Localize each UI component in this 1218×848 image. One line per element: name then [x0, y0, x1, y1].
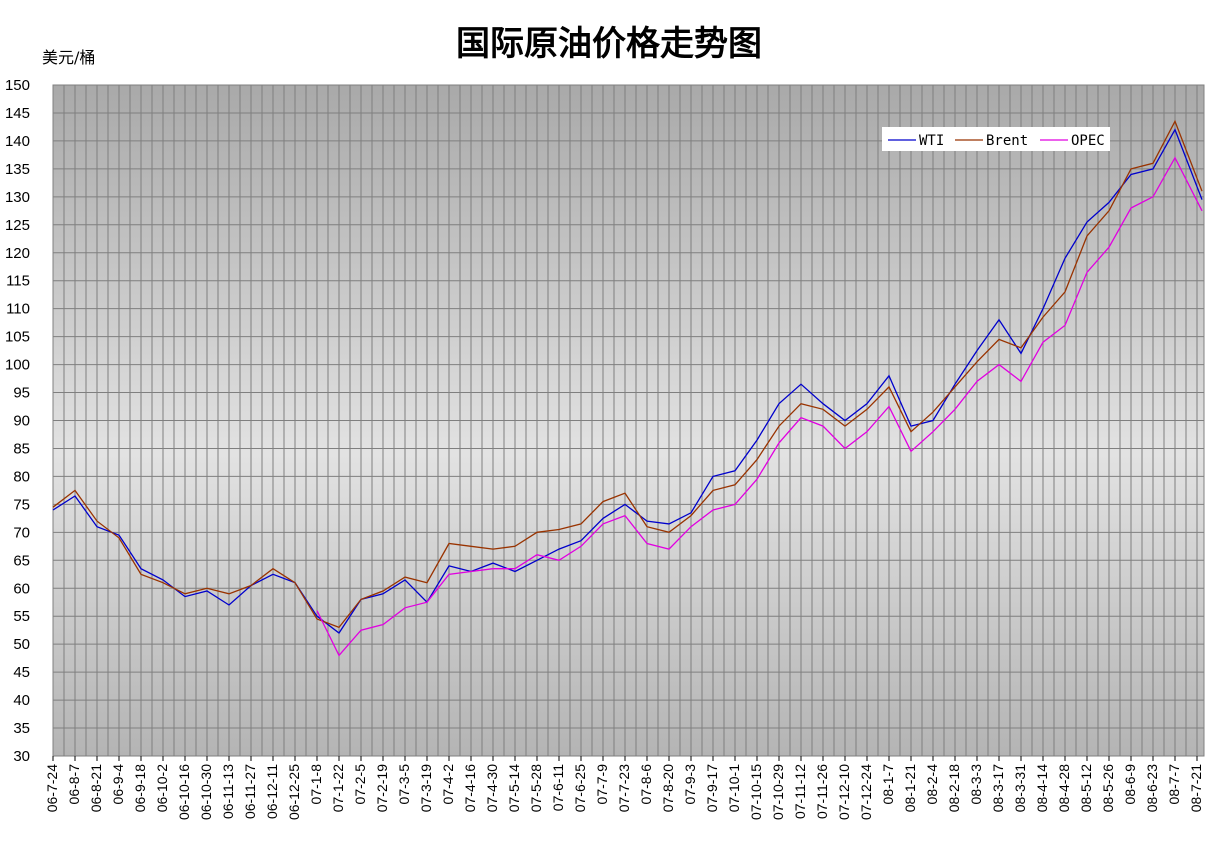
x-tick-label: 08-3-17 — [990, 764, 1006, 812]
x-tick-label: 07-5-14 — [506, 764, 522, 812]
x-axis-ticks: 06-7-24 06-8-7 06-8-21 06-9-4 06-9-18 06-10-2… — [44, 756, 1204, 820]
legend: WTI Brent OPEC — [882, 127, 1110, 151]
x-tick-label: 06-12-11 — [264, 764, 280, 819]
x-tick-label: 07-4-30 — [484, 764, 500, 812]
x-tick-label: 07-2-19 — [374, 764, 390, 812]
x-tick-label: 08-6-9 — [1122, 764, 1138, 805]
series-line-opec — [316, 156, 1203, 657]
y-tick-label: 105 — [5, 329, 30, 346]
x-tick-label: 07-2-5 — [352, 764, 368, 805]
x-tick-label: 06-9-18 — [132, 764, 148, 812]
x-tick-label: 06-10-16 — [176, 764, 192, 820]
x-tick-label: 08-3-31 — [1012, 764, 1028, 812]
series-line-brent — [52, 119, 1203, 629]
y-tick-label: 125 — [5, 217, 30, 234]
x-tick-label: 07-4-16 — [462, 764, 478, 812]
y-tick-label: 145 — [5, 105, 30, 122]
x-tick-label: 07-4-2 — [440, 764, 456, 805]
x-tick-label: 06-9-4 — [110, 764, 126, 805]
x-tick-label: 06-12-25 — [286, 764, 302, 820]
y-tick-label: 55 — [13, 608, 30, 625]
x-tick-label: 07-11-12 — [792, 764, 808, 819]
x-tick-label: 08-4-28 — [1056, 764, 1072, 812]
x-tick-label: 06-10-2 — [154, 764, 170, 812]
y-tick-label: 60 — [13, 580, 30, 597]
x-tick-label: 07-10-1 — [726, 764, 742, 812]
y-axis-unit-label: 美元/桶 — [42, 48, 96, 67]
chart-title: 国际原油价格走势图 — [456, 24, 762, 64]
x-tick-label: 07-7-9 — [594, 764, 610, 805]
y-tick-label: 150 — [5, 77, 30, 94]
y-tick-label: 85 — [13, 440, 30, 457]
x-tick-label: 07-9-3 — [682, 764, 698, 805]
y-tick-label: 40 — [13, 692, 30, 709]
x-tick-label: 07-10-29 — [770, 764, 786, 820]
y-tick-label: 45 — [13, 664, 30, 681]
x-tick-label: 06-7-24 — [44, 764, 60, 812]
y-tick-label: 100 — [5, 357, 30, 374]
y-tick-label: 75 — [13, 496, 30, 513]
x-tick-label: 07-10-15 — [748, 764, 764, 820]
x-tick-label: 07-7-23 — [616, 764, 632, 812]
x-tick-label: 07-3-19 — [418, 764, 434, 812]
x-tick-label: 07-6-25 — [572, 764, 588, 812]
x-tick-label: 07-6-11 — [550, 764, 566, 811]
y-tick-label: 140 — [5, 133, 30, 150]
x-tick-label: 07-12-24 — [858, 764, 874, 820]
x-tick-label: 06-11-27 — [242, 764, 258, 819]
x-tick-label: 08-5-12 — [1078, 764, 1094, 812]
x-tick-label: 08-7-7 — [1166, 764, 1182, 805]
legend-box — [882, 127, 1110, 151]
x-tick-label: 08-1-21 — [902, 764, 918, 812]
x-tick-label: 07-5-28 — [528, 764, 544, 812]
x-tick-label: 08-5-26 — [1100, 764, 1116, 812]
y-tick-label: 30 — [13, 748, 30, 765]
x-tick-label: 08-6-23 — [1144, 764, 1160, 812]
x-tick-label: 06-10-30 — [198, 764, 214, 820]
x-tick-label: 07-8-20 — [660, 764, 676, 812]
x-tick-label: 08-2-18 — [946, 764, 962, 812]
x-tick-label: 07-11-26 — [814, 764, 830, 819]
x-tick-label: 07-1-8 — [308, 764, 324, 805]
legend-label-wti: WTI — [919, 133, 944, 149]
y-axis-ticks: 30 35 40 45 50 55 60 65 70 75 80 85 90 95 100 105 110 115… — [5, 77, 30, 765]
x-tick-label: 08-7-21 — [1188, 764, 1204, 812]
x-tick-label: 08-4-14 — [1034, 764, 1050, 812]
x-tick-label: 08-3-3 — [968, 764, 984, 805]
y-tick-label: 70 — [13, 524, 30, 541]
x-tick-label: 06-11-13 — [220, 764, 236, 819]
x-tick-label: 08-2-4 — [924, 764, 940, 805]
y-tick-label: 110 — [6, 301, 30, 318]
x-tick-label: 07-8-6 — [638, 764, 654, 805]
x-tick-label: 08-1-7 — [880, 764, 896, 805]
x-tick-label: 07-12-10 — [836, 764, 852, 820]
y-tick-label: 95 — [13, 385, 30, 402]
series-line-wti — [52, 128, 1203, 634]
y-tick-label: 50 — [13, 636, 30, 653]
y-tick-label: 35 — [13, 720, 30, 737]
x-tick-label: 07-9-17 — [704, 764, 720, 812]
y-tick-label: 120 — [5, 245, 30, 262]
x-tick-label: 07-1-22 — [330, 764, 346, 812]
series-lines — [52, 119, 1203, 657]
y-tick-label: 135 — [5, 161, 30, 178]
y-tick-label: 65 — [13, 552, 30, 569]
y-tick-label: 130 — [5, 189, 30, 206]
y-tick-label: 115 — [6, 273, 30, 290]
x-tick-label: 06-8-7 — [66, 764, 82, 805]
x-tick-label: 07-3-5 — [396, 764, 412, 805]
y-tick-label: 90 — [13, 413, 30, 430]
x-tick-label: 06-8-21 — [88, 764, 104, 812]
y-tick-label: 80 — [13, 468, 30, 485]
legend-label-brent: Brent — [986, 133, 1028, 149]
legend-label-opec: OPEC — [1071, 133, 1105, 149]
grid-lines — [53, 84, 1204, 757]
